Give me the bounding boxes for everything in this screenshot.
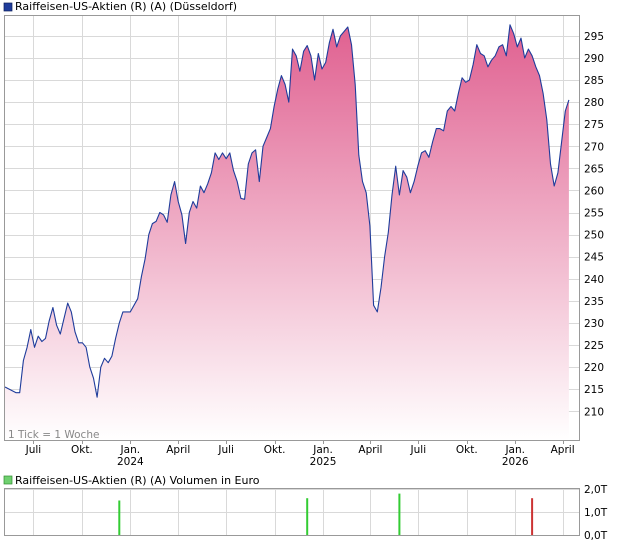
price-x-tick-label: Jan. [504, 444, 525, 456]
price-y-tick-label: 245 [584, 252, 604, 264]
volume-y-tick-label: 0,0T [584, 530, 608, 542]
price-y-tick-label: 275 [584, 119, 604, 131]
price-x-year-label: 2026 [502, 456, 529, 468]
volume-bar [398, 493, 401, 535]
volume-plot-frame [4, 488, 580, 536]
volume-y-tick-label: 1,0T [584, 507, 608, 519]
price-y-tick-label: 210 [584, 406, 604, 418]
price-y-tick-label: 295 [584, 31, 604, 43]
volume-y-tick-labels: 0,0T 1,0T 2,0T [584, 484, 608, 542]
price-x-tick-label: April [551, 444, 575, 456]
price-y-tick-label: 225 [584, 340, 604, 352]
volume-bars [118, 493, 534, 535]
price-y-tick-label: 255 [584, 208, 604, 220]
price-series-line [4, 24, 570, 398]
price-x-year-label: 2024 [117, 456, 144, 468]
price-area-layer [4, 24, 570, 441]
price-y-tick-label: 250 [584, 230, 604, 242]
volume-bar [118, 500, 121, 535]
volume-bar [306, 498, 309, 535]
price-y-tick-label: 285 [584, 75, 604, 87]
price-y-tick-label: 235 [584, 296, 604, 308]
price-x-tick-label: Juli [410, 444, 427, 456]
price-plot-frame [4, 15, 580, 441]
price-y-tick-label: 260 [584, 185, 604, 197]
price-y-tick-label: 240 [584, 274, 604, 286]
price-area-fill [5, 24, 569, 441]
price-y-tick-label: 265 [584, 163, 604, 175]
volume-chart-title: Raiffeisen-US-Aktien (R) (A) Volumen in … [15, 474, 260, 487]
price-x-tick-label: Jan. [312, 444, 333, 456]
volume-gridlines [5, 489, 580, 536]
price-x-tick-label: Jan. [120, 444, 141, 456]
price-chart-title: Raiffeisen-US-Aktien (R) (A) (Düsseldorf… [15, 0, 237, 13]
price-y-tick-label: 215 [584, 384, 604, 396]
price-y-tick-label: 280 [584, 97, 604, 109]
price-x-tick-label: Okt. [264, 444, 286, 456]
price-x-tick-label: April [166, 444, 190, 456]
volume-y-tick-label: 2,0T [584, 484, 608, 496]
price-y-tick-label: 290 [584, 53, 604, 65]
volume-legend-swatch [3, 475, 13, 485]
price-y-tick-labels: 210 215 220 225 230 235 240 245 250 255 260 265 270 2… [584, 31, 604, 418]
price-y-tick-label: 230 [584, 318, 604, 330]
price-x-tick-label: Juli [217, 444, 234, 456]
price-x-tick-label: Okt. [71, 444, 93, 456]
volume-bar [531, 498, 534, 535]
price-x-tick-label: April [358, 444, 382, 456]
tick-annotation: 1 Tick = 1 Woche [8, 429, 99, 441]
price-x-year-label: 2025 [310, 456, 337, 468]
price-y-tick-label: 220 [584, 362, 604, 374]
price-y-tick-label: 270 [584, 141, 604, 153]
price-legend-swatch [3, 2, 13, 12]
price-x-tick-label: Okt. [456, 444, 478, 456]
price-x-tick-label: Juli [25, 444, 42, 456]
